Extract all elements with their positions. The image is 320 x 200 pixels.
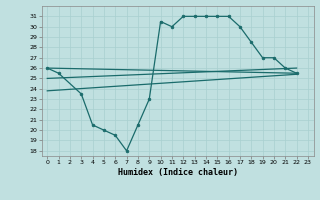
X-axis label: Humidex (Indice chaleur): Humidex (Indice chaleur)	[118, 168, 237, 177]
